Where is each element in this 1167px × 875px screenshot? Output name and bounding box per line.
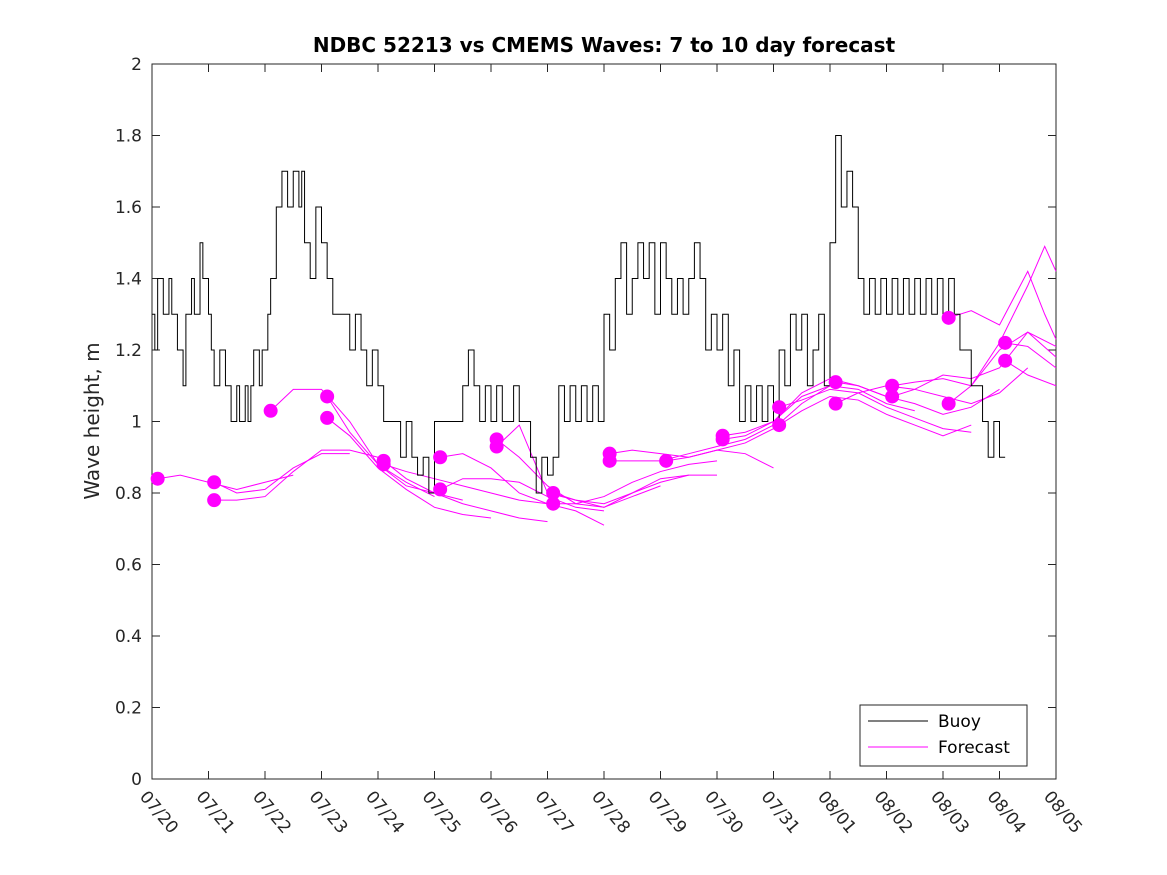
y-tick-label: 0: [131, 770, 142, 790]
forecast-start-marker: [828, 396, 843, 411]
forecast-start-marker: [320, 410, 335, 425]
forecast-run-line: [892, 245, 1057, 387]
y-axis: 0 0.2 0.4 0.6 0.8 1 1.2 1.4 1.6 1.8 2: [115, 55, 1056, 790]
forecast-run-line: [214, 449, 379, 501]
y-tick-label: 0.4: [115, 627, 142, 647]
forecast-run-line: [778, 388, 972, 433]
y-tick-label: 0.8: [115, 484, 142, 504]
y-tick-label: 1.8: [115, 127, 142, 147]
forecast-run-line: [213, 453, 350, 494]
forecast-start-marker: [433, 482, 448, 497]
forecast-start-marker: [659, 453, 674, 468]
forecast-start-marker: [546, 496, 561, 511]
forecast-run-line: [835, 381, 1000, 415]
forecast-markers: [150, 310, 1013, 511]
forecast-start-marker: [489, 439, 504, 454]
legend-forecast-label: Forecast: [938, 738, 1010, 758]
forecast-run-line: [778, 395, 972, 437]
forecast-start-marker: [602, 453, 617, 468]
forecast-run-line: [496, 424, 689, 505]
forecast-start-marker: [715, 432, 730, 447]
y-tick-label: 0.2: [115, 699, 142, 719]
forecast-run-line: [948, 270, 1057, 340]
forecast-start-marker: [320, 389, 335, 404]
forecast-run-line: [1005, 342, 1057, 369]
legend: Buoy Forecast: [859, 704, 1028, 767]
forecast-start-marker: [772, 418, 787, 433]
forecast-start-marker: [376, 457, 391, 472]
forecast-run-line: [835, 367, 1029, 405]
forecast-run-line: [383, 463, 548, 505]
forecast-run-line: [440, 453, 605, 526]
forecast-start-marker: [433, 450, 448, 465]
forecast-run-line: [553, 460, 718, 505]
forecast-run-line: [666, 385, 831, 462]
chart-title: NDBC 52213 vs CMEMS Waves: 7 to 10 day f…: [313, 33, 896, 57]
legend-box: [859, 704, 1028, 767]
y-tick-label: 1.4: [115, 270, 142, 290]
buoy-series: [152, 135, 1006, 494]
y-axis-label: Wave height, m: [80, 342, 104, 499]
forecast-start-marker: [150, 471, 165, 486]
forecast-start-marker: [941, 310, 956, 325]
y-tick-label: 1: [131, 413, 142, 433]
forecast-run-line: [1004, 360, 1057, 387]
forecast-run-line: [948, 331, 1057, 405]
y-tick-label: 1.2: [115, 341, 142, 361]
y-tick-label: 2: [131, 55, 142, 75]
forecast-run-line: [326, 417, 492, 519]
legend-buoy-label: Buoy: [938, 712, 981, 732]
forecast-start-marker: [828, 375, 843, 390]
forecast-run-line: [722, 385, 915, 440]
forecast-run-line: [552, 474, 717, 508]
forecast-start-marker: [263, 403, 278, 418]
forecast-start-marker: [998, 335, 1013, 350]
buoy-step-line: [152, 135, 1006, 494]
forecast-start-marker: [941, 396, 956, 411]
forecast-start-marker: [207, 493, 222, 508]
forecast-run-line: [439, 478, 605, 512]
forecast-start-marker: [772, 400, 787, 415]
forecast-start-marker: [207, 475, 222, 490]
forecast-run-line: [383, 460, 548, 523]
forecast-series: [157, 245, 1057, 526]
forecast-run-line: [609, 424, 774, 462]
y-tick-label: 1.6: [115, 198, 142, 218]
forecast-start-marker: [998, 353, 1013, 368]
y-tick-label: 0.6: [115, 556, 142, 576]
forecast-start-marker: [885, 389, 900, 404]
forecast-run-line: [270, 388, 435, 498]
